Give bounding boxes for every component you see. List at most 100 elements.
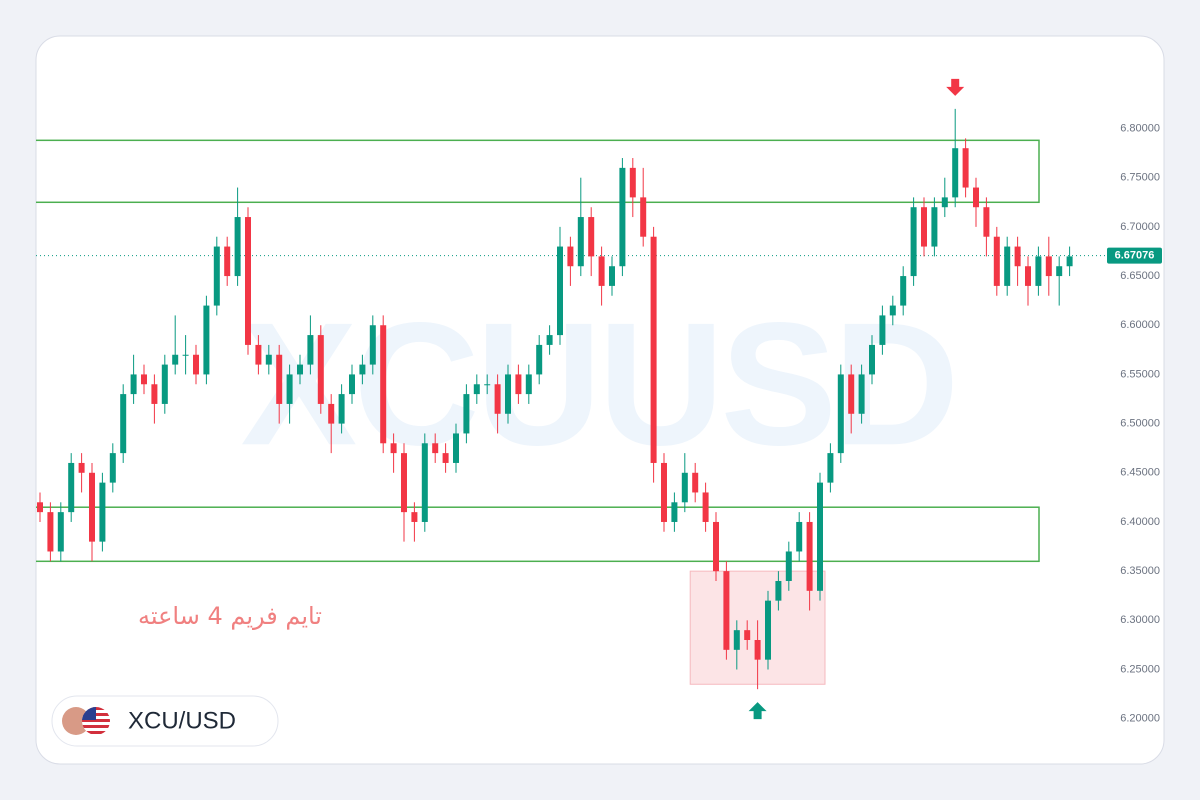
- candle-body: [577, 217, 584, 267]
- candle-body: [598, 256, 605, 286]
- candle-body: [369, 325, 376, 365]
- candle-body: [900, 276, 907, 306]
- candle-body: [505, 374, 511, 414]
- candle-body: [151, 384, 158, 404]
- down-arrow: [946, 78, 965, 96]
- candle-body: [525, 374, 532, 395]
- candle-body: [1066, 256, 1073, 267]
- y-tick-label: 6.55000: [1120, 368, 1160, 380]
- y-tick-label: 6.60000: [1120, 319, 1160, 331]
- candle-body: [775, 580, 782, 601]
- last-price-box: [1107, 247, 1162, 264]
- candle-body: [889, 305, 896, 316]
- candle-body: [213, 246, 220, 306]
- candle-body: [328, 403, 335, 424]
- price-zone: [36, 506, 1040, 563]
- candle-body: [619, 167, 626, 267]
- candle-body: [858, 374, 865, 414]
- candle-body: [286, 374, 293, 404]
- y-tick-label: 6.25000: [1120, 663, 1160, 675]
- candle-body: [827, 453, 834, 483]
- candle-body: [411, 512, 418, 522]
- candle-body: [702, 492, 709, 522]
- candle-body: [401, 453, 407, 513]
- candle-body: [442, 453, 449, 463]
- candle-body: [1025, 266, 1031, 286]
- candle-body: [120, 394, 127, 454]
- candle-body: [338, 394, 345, 424]
- candle-body: [99, 482, 106, 542]
- candle-body: [952, 148, 959, 198]
- candle-body: [78, 462, 85, 473]
- candle-body: [317, 335, 324, 404]
- candle-body: [713, 521, 719, 572]
- candle-body: [681, 472, 688, 503]
- candle-body: [536, 344, 543, 375]
- candle-body: [193, 354, 199, 375]
- candle-body: [817, 482, 823, 591]
- candle-body: [879, 315, 886, 345]
- copper-icon: [62, 707, 90, 735]
- badge-background: [51, 695, 279, 747]
- candle-body: [941, 197, 948, 208]
- candle-body: [224, 246, 231, 277]
- candle-body: [609, 266, 615, 286]
- candle-body: [650, 236, 657, 463]
- candle-body: [203, 305, 210, 375]
- candle-body: [629, 167, 636, 198]
- candle-body: [421, 443, 428, 522]
- y-tick-label: 6.40000: [1120, 516, 1160, 528]
- y-tick-label: 6.50000: [1120, 418, 1160, 430]
- candle-body: [182, 354, 189, 356]
- candle-body: [89, 472, 95, 542]
- candle-body: [754, 640, 761, 660]
- candle-body: [390, 443, 397, 454]
- candle-body: [973, 187, 979, 208]
- candle-body: [1004, 246, 1011, 286]
- candle-body: [515, 374, 522, 395]
- candle-body: [297, 364, 303, 375]
- candle-body: [557, 246, 563, 336]
- y-tick-label: 6.20000: [1120, 713, 1160, 725]
- candle-body: [432, 443, 439, 454]
- candle-body: [744, 630, 751, 640]
- candle-body: [57, 512, 64, 552]
- candle-body: [172, 354, 179, 365]
- y-tick-label: 6.80000: [1120, 122, 1160, 134]
- card: [35, 35, 1165, 765]
- candle-body: [484, 384, 491, 386]
- candle-body: [723, 571, 730, 650]
- candle-body: [785, 551, 792, 581]
- us-flag: [82, 707, 110, 735]
- plot-area: XCUUSD: [36, 108, 1106, 690]
- symbol-badge: XCU/USD: [51, 695, 279, 747]
- candle-body: [588, 217, 595, 257]
- candle-body: [1035, 256, 1042, 286]
- candle-body: [1014, 246, 1021, 267]
- y-tick-label: 6.35000: [1120, 565, 1160, 577]
- candle-body: [837, 374, 844, 454]
- candle-body: [546, 335, 553, 345]
- candle-body: [453, 433, 459, 463]
- candle-body: [796, 521, 803, 552]
- last-price-label: 6.67076: [1115, 250, 1155, 262]
- timeframe-annotation: تایم فریم 4 ساعته: [138, 602, 322, 630]
- candle-body: [640, 197, 647, 237]
- candle-body: [661, 462, 667, 522]
- candle-body: [265, 354, 272, 365]
- price-zone: [36, 139, 1040, 204]
- candle-body: [68, 462, 75, 513]
- candle-body: [869, 344, 875, 375]
- y-tick-label: 6.30000: [1120, 614, 1160, 626]
- candle-body: [806, 521, 813, 591]
- candle-body: [921, 207, 927, 247]
- candle-body: [733, 630, 740, 650]
- candle-body: [983, 207, 990, 237]
- candle-body: [962, 148, 969, 188]
- candle-body: [255, 344, 262, 365]
- candle-body: [359, 364, 366, 375]
- candle-body: [47, 512, 54, 552]
- candle-body: [692, 472, 699, 493]
